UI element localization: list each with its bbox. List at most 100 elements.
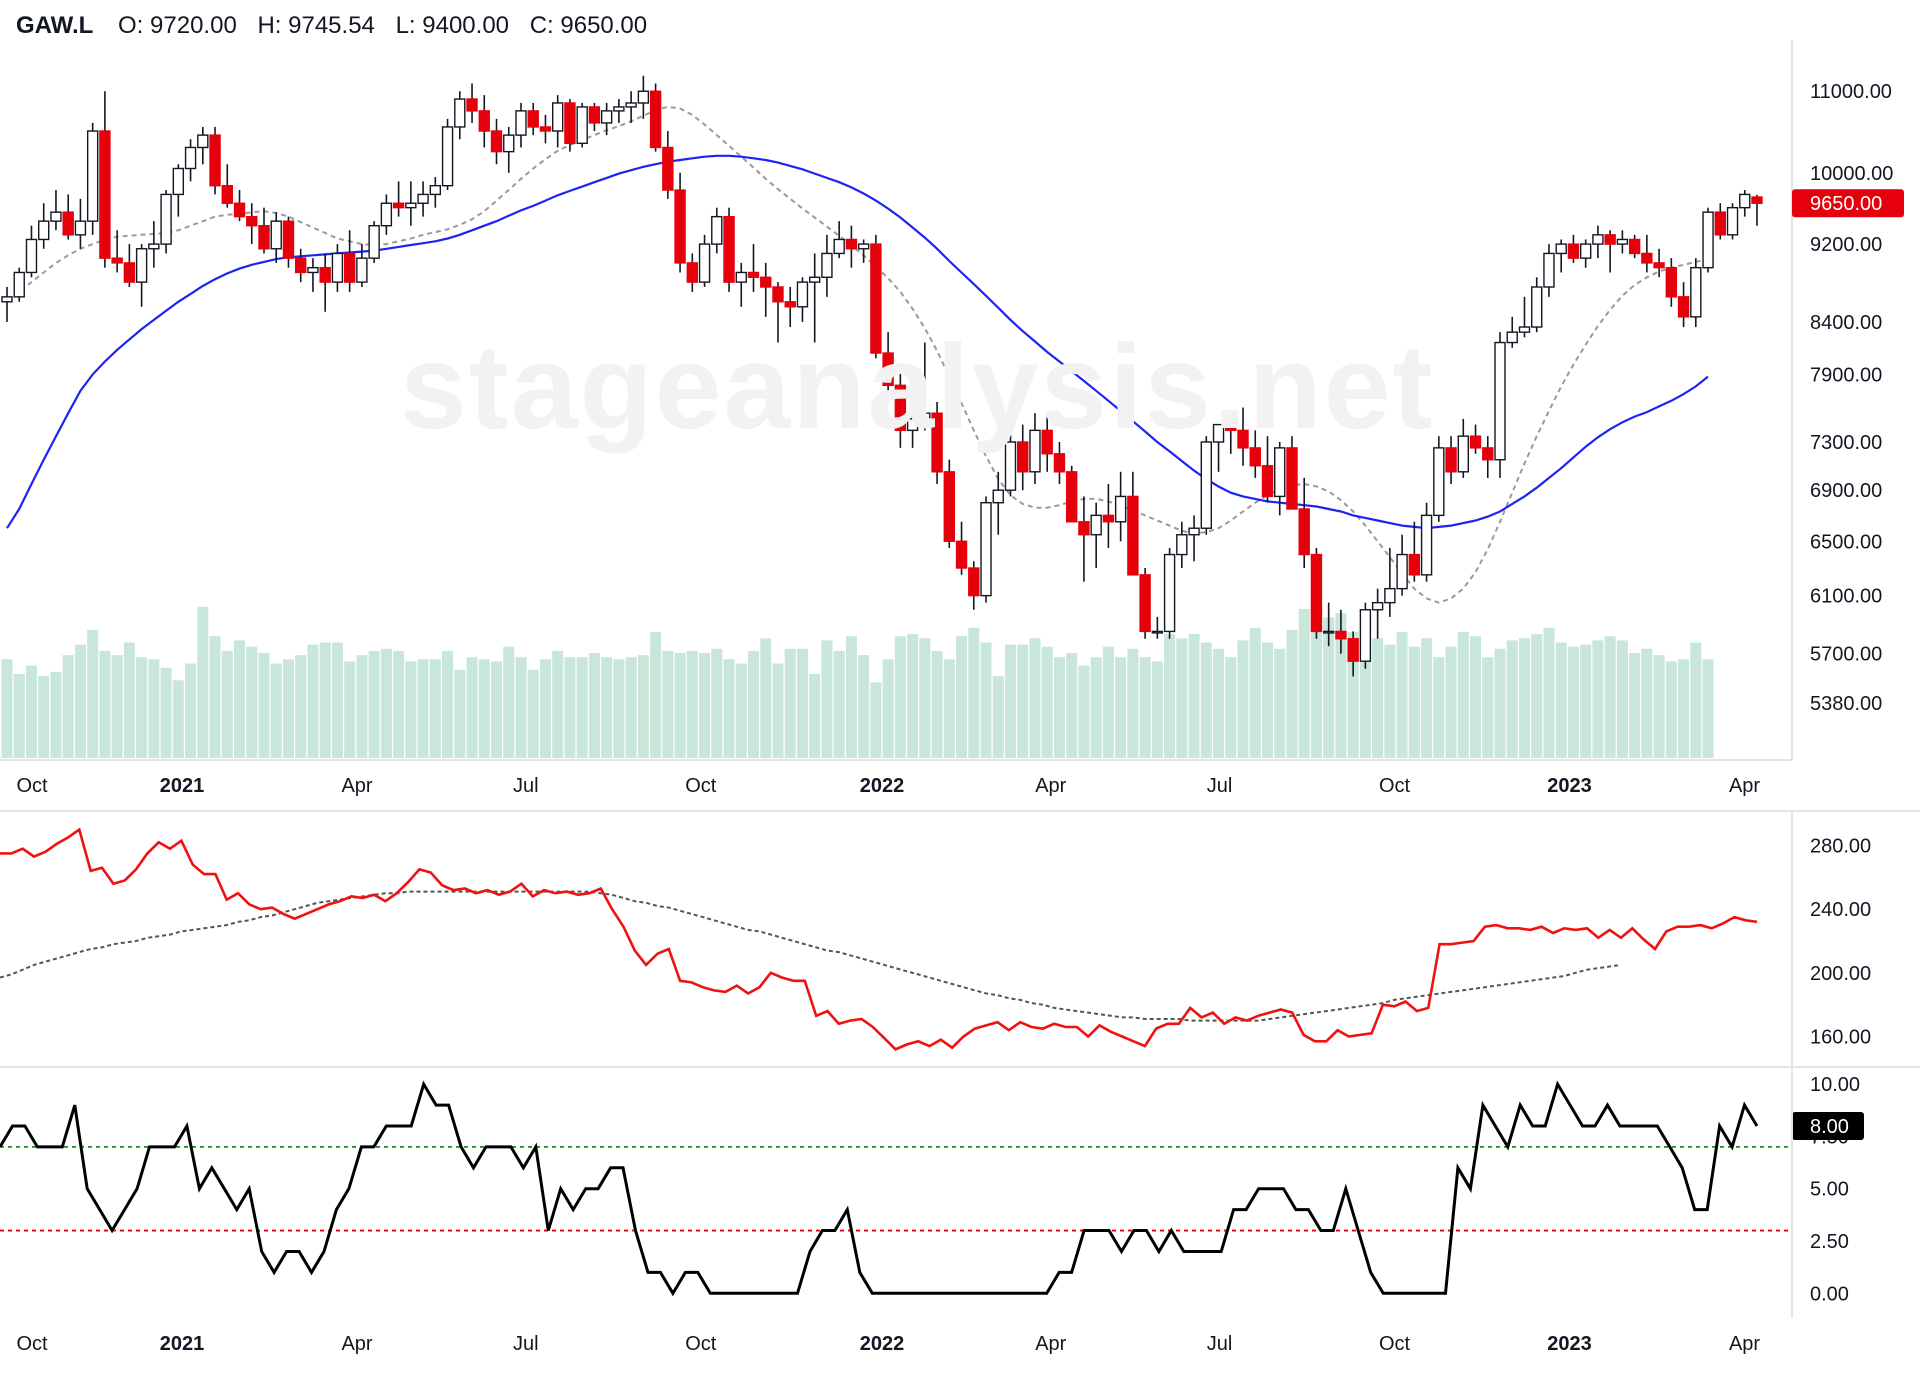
oscillator-line [0, 1080, 1759, 1297]
time-tick-label-bottom: Jul [513, 1333, 539, 1355]
volume-bar [686, 650, 698, 758]
volume-bar [1066, 653, 1078, 758]
volume-bar [931, 650, 943, 758]
volume-bar [87, 629, 99, 758]
candle-body [1212, 423, 1225, 443]
volume-bar [1470, 636, 1482, 758]
time-tick-label-bottom: 2022 [860, 1333, 905, 1355]
volume-bar [650, 632, 662, 758]
volume-bar [1249, 627, 1261, 758]
volume-bar [234, 640, 246, 758]
time-tick-label: Apr [1729, 775, 1760, 797]
volume-bar [1384, 644, 1396, 758]
volume-bar [637, 655, 649, 758]
candle-body [1567, 243, 1580, 259]
oscillator-tick-label: 2.50 [1810, 1231, 1849, 1253]
symbol-label[interactable]: GAW.L [16, 12, 94, 39]
rs-average-line [0, 890, 1622, 1022]
time-tick-label: 2021 [160, 775, 205, 797]
volume-bar [748, 650, 760, 758]
candle-body [1702, 211, 1714, 269]
time-tick-label-bottom: Oct [1379, 1333, 1411, 1355]
last-price-badge [1792, 189, 1904, 218]
high-label: H: [257, 12, 282, 39]
volume-bar [172, 680, 184, 758]
candle-body [50, 211, 62, 222]
volume-bar [1274, 648, 1286, 758]
candle-body [1665, 266, 1678, 298]
volume-bar [1090, 657, 1102, 758]
time-tick-label-bottom: 2021 [160, 1333, 205, 1355]
candle-body [1310, 553, 1323, 633]
candle-body [1053, 453, 1066, 473]
candle-body [1176, 534, 1188, 556]
volume-bar [723, 659, 735, 758]
candle-body [845, 238, 858, 250]
volume-bar [270, 663, 282, 758]
volume-bar [1298, 608, 1310, 758]
ohlc-legend: GAW.L O: 9720.00 H: 9745.54 L: 9400.00 C… [16, 12, 647, 40]
candle-body [1249, 447, 1261, 467]
candle-body [1359, 609, 1372, 662]
time-tick-label: Apr [1035, 775, 1066, 797]
time-tick-label: Jul [513, 775, 539, 797]
volume-bar [1053, 657, 1065, 758]
volume-bar [258, 653, 270, 758]
volume-bar [1494, 648, 1506, 758]
candle-body [1726, 206, 1739, 236]
volume-bar [784, 648, 796, 758]
candle-body [160, 193, 172, 245]
price-tick-label: 7900.00 [1810, 364, 1882, 386]
volume-bar [13, 674, 25, 758]
price-tick-label: 7300.00 [1810, 432, 1882, 454]
candle-body [674, 189, 686, 264]
candle-body [1604, 234, 1616, 245]
volume-bar [1372, 638, 1384, 758]
candle-body [1151, 630, 1164, 634]
candle-body [123, 262, 136, 283]
candle-body [478, 110, 490, 132]
time-tick-label-bottom: Oct [685, 1333, 717, 1355]
close-value: 9650.00 [560, 12, 648, 39]
volume-bar [1286, 629, 1298, 758]
candle-body [613, 106, 625, 112]
candle-body [25, 238, 38, 274]
volume-bar [319, 642, 331, 758]
candle-body [1286, 447, 1298, 510]
volume-bar [454, 669, 466, 758]
volume-bar [907, 634, 919, 758]
candle-body [1004, 441, 1017, 491]
volume-bar [588, 653, 600, 758]
candle-body [662, 146, 674, 191]
candle-body [980, 501, 992, 597]
candle-body [221, 184, 233, 204]
volume-bar [919, 638, 931, 758]
volume-bar [943, 659, 955, 758]
candle-body [258, 224, 270, 250]
high-value: 9745.54 [288, 12, 375, 39]
volume-bar [1702, 659, 1714, 758]
rs-tick-label: 200.00 [1810, 963, 1871, 985]
candle-body [1237, 429, 1249, 449]
volume-bar [1678, 659, 1690, 758]
volume-bar [625, 657, 637, 758]
volume-bar [380, 648, 392, 758]
volume-bar [1543, 627, 1555, 758]
volume-bar [25, 665, 37, 758]
volume-bar [503, 646, 515, 758]
candle-body [1347, 638, 1359, 662]
time-tick-label: Jul [1207, 775, 1233, 797]
volume-bar [466, 657, 478, 758]
volume-bar [772, 663, 784, 758]
volume-bar [894, 636, 906, 758]
candle-body [1041, 429, 1053, 455]
candle-body [246, 215, 258, 227]
candle-body [992, 489, 1004, 504]
candle-body [1335, 630, 1347, 640]
volume-bar [1200, 642, 1212, 758]
candle-body [1579, 243, 1592, 259]
rs-tick-label: 280.00 [1810, 835, 1871, 857]
volume-bar [38, 676, 50, 758]
candle-body [148, 243, 160, 250]
volume-bar [1421, 638, 1433, 758]
